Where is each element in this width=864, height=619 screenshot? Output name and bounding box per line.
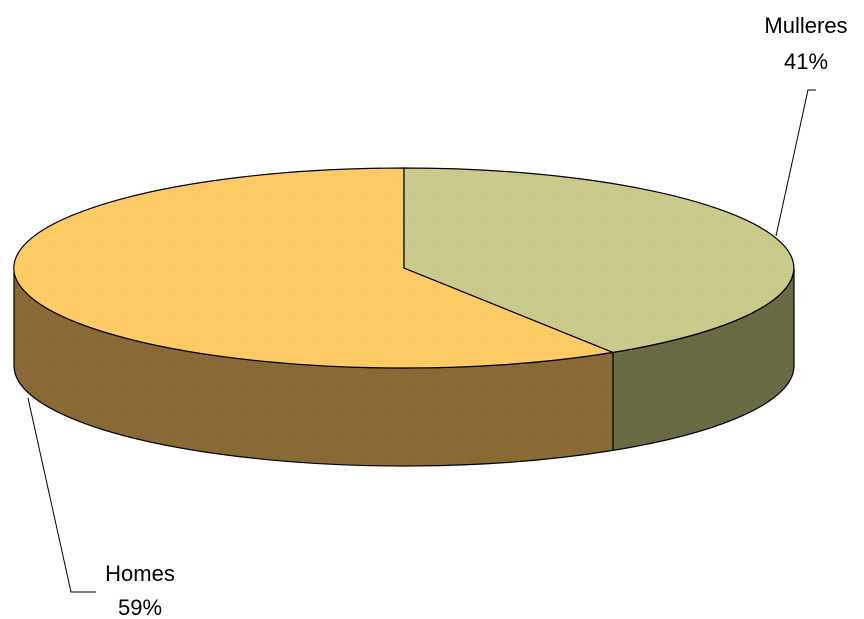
pie-slice-homes-texture [13, 167, 614, 368]
pie-side-homes-texture [14, 268, 613, 466]
pie-side-mulleres-texture [613, 268, 794, 451]
data-label-homes-name: Homes [105, 561, 175, 586]
pie-slice-mulleres-texture [404, 168, 794, 353]
data-label-mulleres-percent: 41% [784, 49, 828, 74]
leader-line-mulleres [775, 89, 816, 237]
data-label-mulleres-name: Mulleres [764, 13, 847, 38]
leader-line-homes [27, 397, 96, 593]
data-label-homes-percent: 59% [118, 595, 162, 619]
